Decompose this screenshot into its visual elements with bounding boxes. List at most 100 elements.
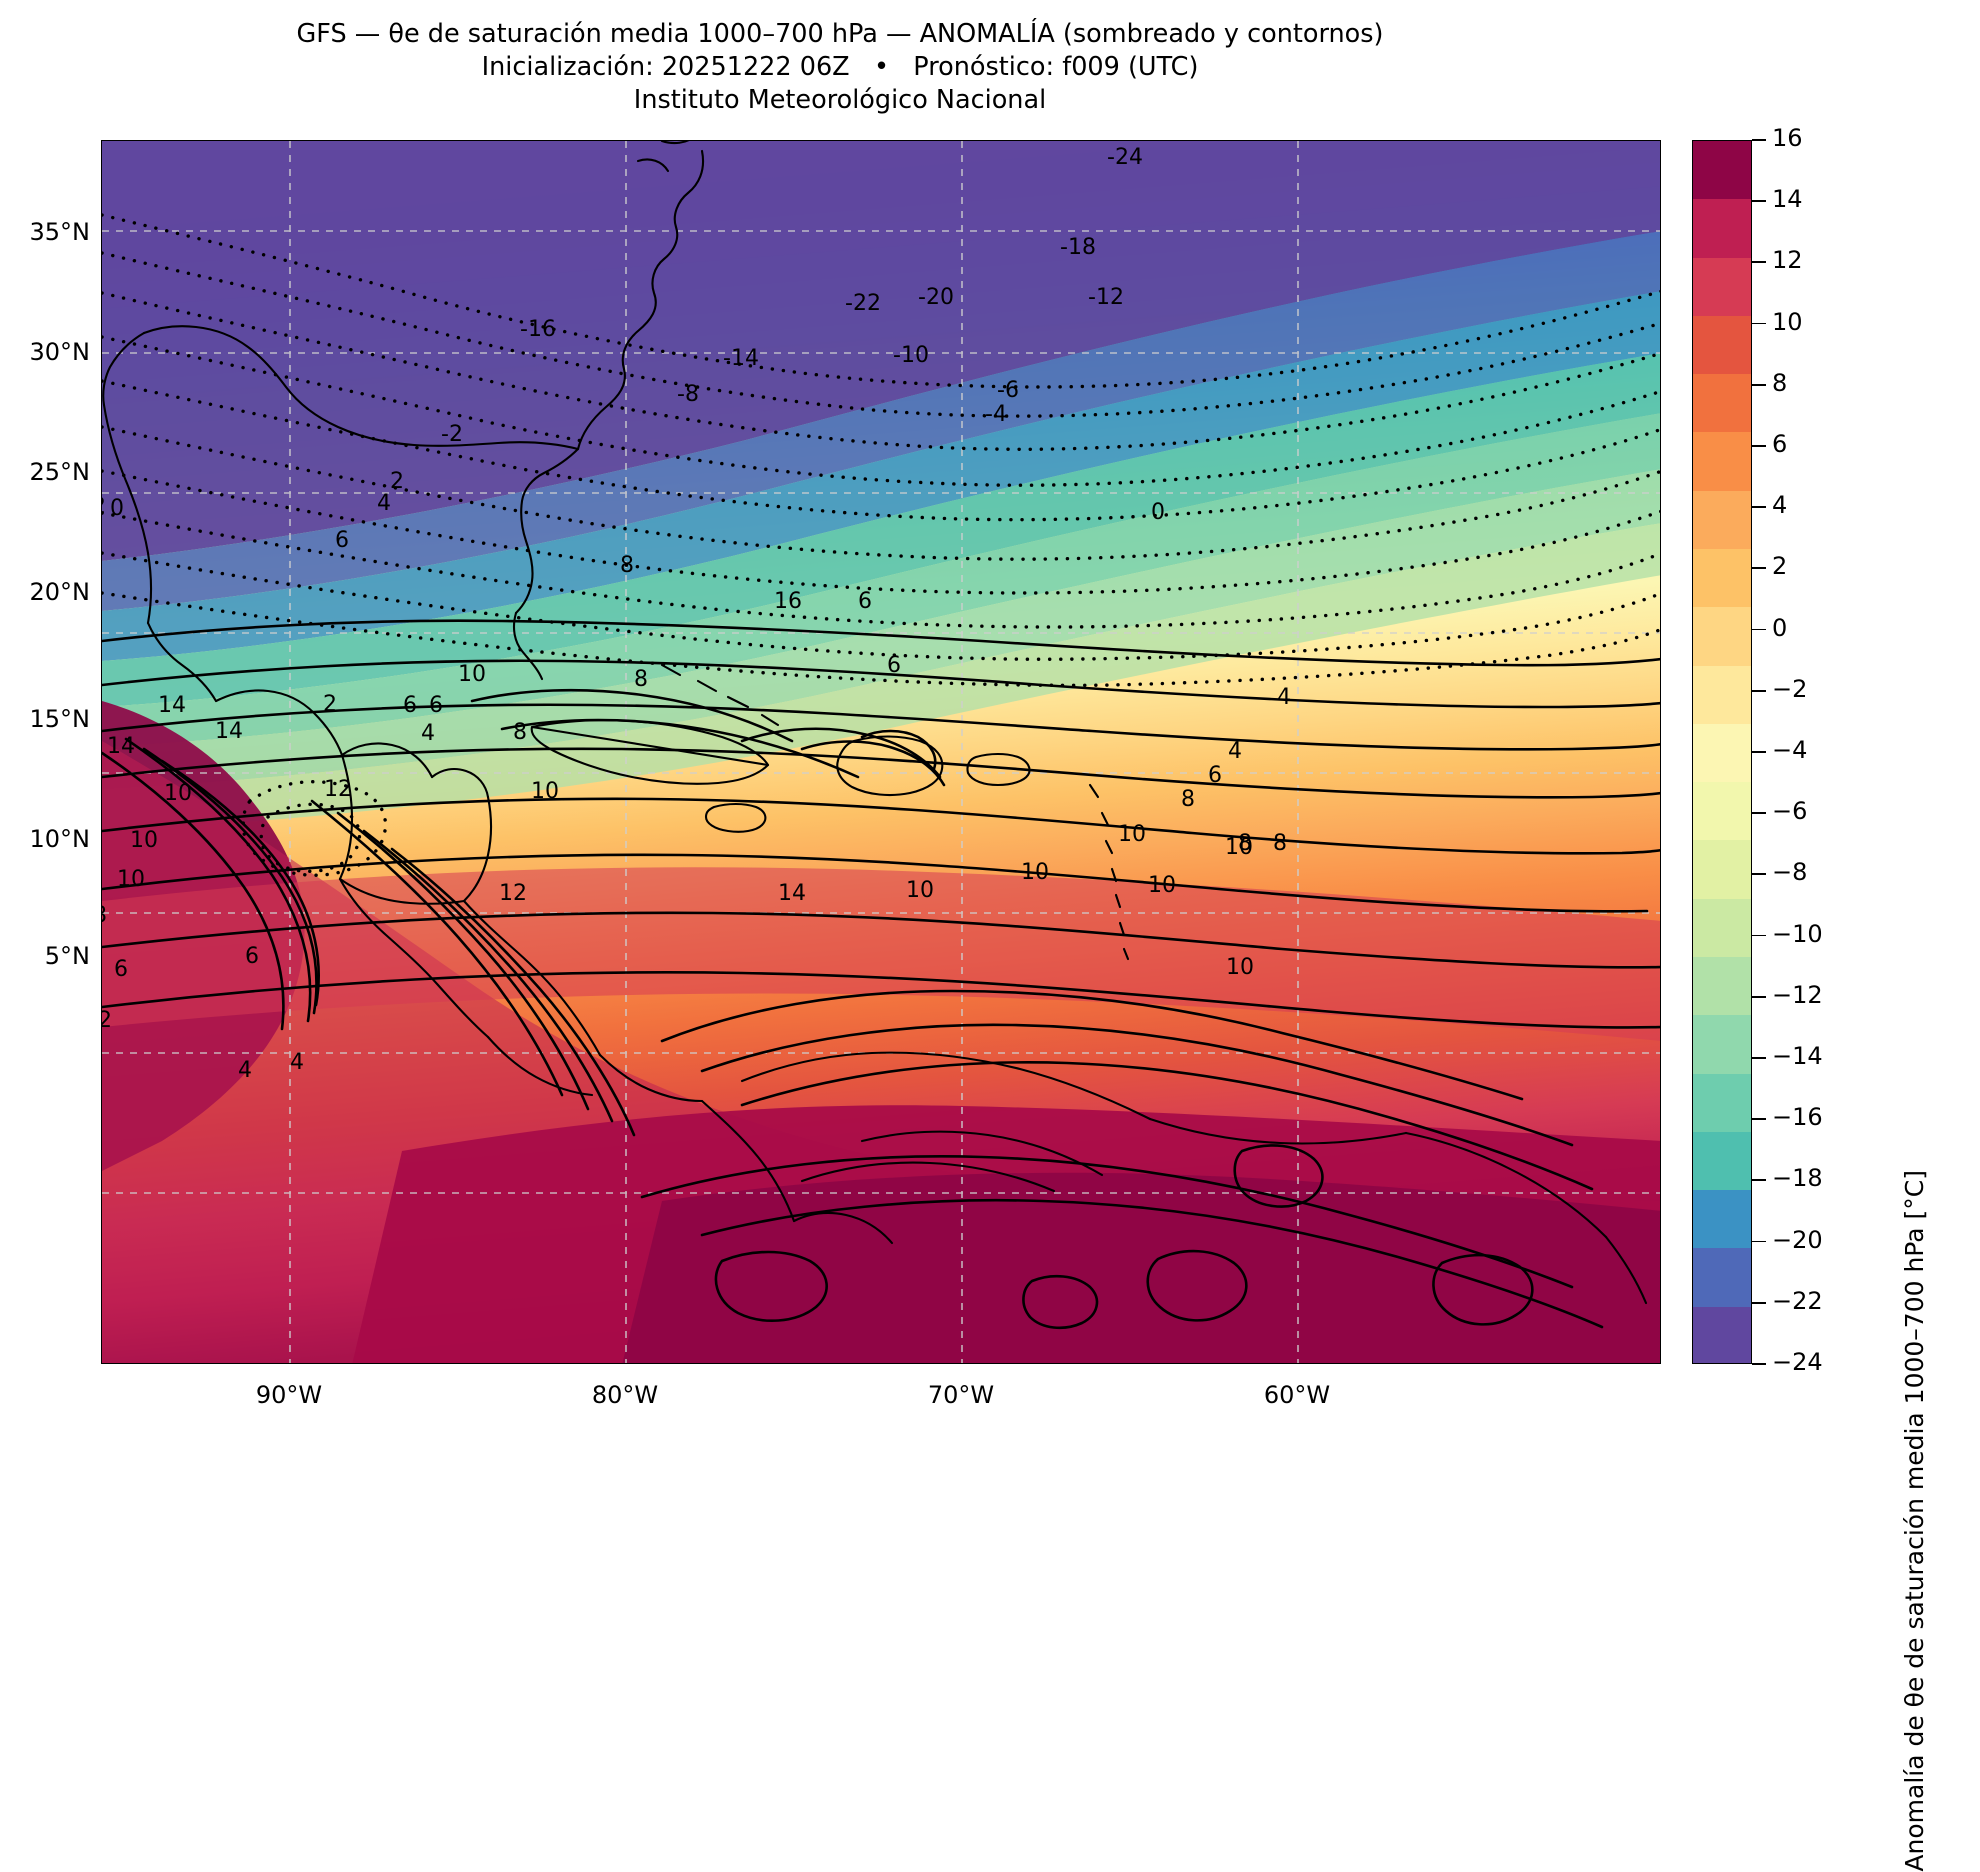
contour-label: 14 [107,734,135,759]
contour-label: 10 [1225,835,1253,860]
colorbar-band [1693,782,1751,841]
colorbar-tick [1752,1301,1766,1304]
colorbar-band [1693,490,1751,549]
colorbar-band [1693,723,1751,783]
warm-anomaly-south-america [352,1105,1660,1363]
contour-label: 4 [1277,685,1291,710]
colorbar-tick-label: −18 [1772,1164,1823,1193]
contour-label: 2 [323,692,337,717]
colorbar-tick [1752,445,1766,447]
colorbar-tick [1752,139,1766,141]
colorbar-tick [1752,995,1766,998]
contour-label: 10 [1226,955,1254,980]
ytick-label-5N: 5°N [44,942,90,970]
contour-label: 2 [390,469,404,494]
colorbar-band [1693,840,1751,899]
colorbar[interactable] [1692,140,1752,1364]
contour-label: 2 [102,1008,112,1033]
colorbar-tick-label: −16 [1772,1103,1823,1132]
colorbar-tick [1752,567,1766,570]
colorbar-label-text: Anomalía de θe de saturación media 1000–… [1900,1170,1929,1872]
positive-contours [102,619,1660,1330]
ytick-label-25N: 25°N [29,458,91,486]
colorbar-tick [1752,751,1766,753]
contour-label: -22 [845,291,881,316]
contour-label: 14 [778,881,806,906]
contour-label: 4 [290,1050,304,1075]
contour-label: 4 [238,1058,252,1083]
contour-label: 16 [774,589,802,614]
contour-label: 0 [1151,500,1165,525]
contour-label: 8 [634,667,648,692]
contour-label: -8 [677,382,699,407]
colorbar-band [1693,548,1751,608]
colorbar-band [1693,607,1751,666]
contour-label: 8 [1273,831,1287,856]
colorbar-band [1693,1306,1751,1363]
contour-label: 6 [887,653,901,678]
contour-label: 10 [531,779,559,804]
map-plot-area[interactable]: -24-18-22-20-12-16-14-10-8-6-4-202420681… [101,140,1661,1364]
colorbar-tick [1752,1179,1766,1182]
xtick-label-80W: 80°W [591,1381,659,1409]
contour-label: -6 [997,378,1019,403]
contour-label: 6 [403,693,417,718]
colorbar-tick-label: 14 [1772,185,1803,214]
contour-label: 8 [513,720,527,745]
contour-label: -18 [1060,235,1096,260]
colorbar-tick [1752,1240,1766,1243]
colorbar-tick [1752,934,1766,937]
contour-label: 10 [1021,860,1049,885]
contour-label: 8 [102,903,107,928]
contour-label: -2 [441,422,463,447]
colorbar-tick-label: −4 [1772,736,1808,764]
contour-label: -24 [1107,145,1143,170]
contour-label: -4 [985,402,1007,427]
colorbar-tick-label: −22 [1772,1286,1823,1315]
contour-label: 6 [245,944,259,969]
contour-label: 8 [620,553,634,578]
colorbar-tick [1752,383,1766,386]
contour-label: -16 [520,317,556,342]
colorbar-tick-label: 0 [1772,613,1788,642]
title-block: GFS — θe de saturación media 1000–700 hP… [0,18,1680,117]
colorbar-tick [1752,200,1766,202]
contour-label: 6 [335,528,349,553]
colorbar-tick-label: −10 [1772,919,1823,948]
contour-label: 0 [110,496,124,521]
colorbar-band [1693,1248,1751,1307]
contour-label: 8 [1238,831,1252,856]
colorbar-tick-label: −6 [1772,797,1808,826]
colorbar-band [1693,432,1751,491]
cold-anomaly-lobe [102,141,1660,831]
xtick-label-90W: 90°W [255,1381,323,1409]
contour-label: 10 [906,878,934,903]
contour-label: 6 [114,957,128,982]
colorbar-tick-label: 2 [1772,552,1788,581]
colorbar-tick [1752,873,1766,876]
colorbar-tick-label: 12 [1772,246,1803,275]
colorbar-band [1693,1073,1751,1132]
figure-canvas: GFS — θe de saturación media 1000–700 hP… [0,18,1929,1872]
colorbar-tick-label: −20 [1772,1225,1823,1254]
xtick-label-70W: 70°W [927,1381,995,1409]
contour-label: 10 [458,662,486,687]
contour-label: 4 [377,491,391,516]
contour-label: 10 [1148,873,1176,898]
contour-label: 14 [215,719,243,744]
colorbar-tick-label: 16 [1772,124,1803,152]
contour-label: -12 [1088,285,1124,310]
colorbar-band [1693,1190,1751,1249]
contour-label: 6 [858,589,872,614]
contour-label: 2 [102,494,106,519]
contour-label: 12 [499,881,527,906]
contour-label: -20 [918,285,954,310]
contour-label: 10 [117,867,145,892]
colorbar-band [1693,199,1751,258]
colorbar-tick [1752,628,1766,631]
chart-title-line-3: Instituto Meteorológico Nacional [633,85,1047,116]
ytick-label-15N: 15°N [29,705,91,733]
contour-label: 14 [158,693,186,718]
contour-label: 6 [429,693,443,718]
colorbar-tick [1752,1363,1766,1365]
